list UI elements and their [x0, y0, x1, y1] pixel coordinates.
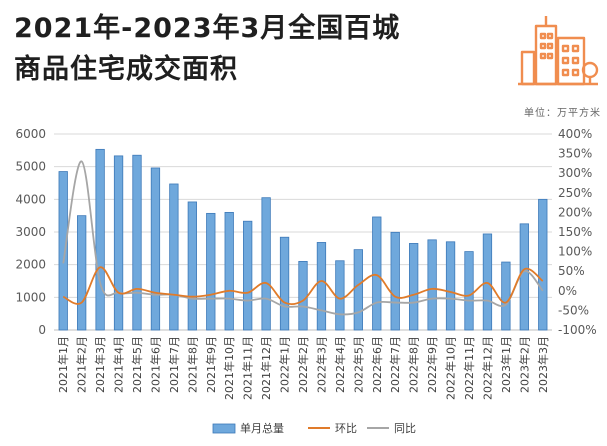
x-tick-label: 2022年11月 [462, 336, 476, 400]
bar [224, 211, 234, 331]
x-tick-label: 2022年6月 [370, 336, 384, 393]
y-left-tick-label: 0 [38, 323, 46, 337]
line-mom [62, 266, 544, 306]
bar [95, 148, 105, 331]
x-tick-label: 2023年1月 [499, 336, 513, 393]
y-right-tick-label: -50% [558, 303, 589, 317]
bar [187, 201, 197, 331]
y-left-tick-label: 6000 [15, 127, 46, 141]
x-tick-label: 2021年6月 [148, 336, 162, 393]
legend-label-bar: 单月总量 [240, 421, 284, 435]
x-tick-label: 2022年5月 [351, 336, 365, 393]
x-tick-label: 2022年2月 [296, 336, 310, 393]
y-right-tick-label: 0% [558, 284, 577, 298]
x-tick-label: 2023年3月 [536, 336, 550, 393]
bar [132, 154, 142, 331]
bar [58, 171, 68, 331]
y-left-tick-label: 1000 [15, 290, 46, 304]
x-tick-label: 2022年12月 [480, 336, 494, 400]
bar [445, 241, 456, 331]
bar [279, 236, 290, 331]
x-tick-label: 2021年10月 [222, 336, 236, 400]
bar [169, 183, 179, 331]
y-right-tick-label: 400% [558, 127, 592, 141]
x-tick-label: 2021年11月 [241, 336, 255, 400]
bar [261, 197, 271, 331]
y-right-tick-label: 100% [558, 245, 592, 259]
bar [353, 249, 363, 331]
bar [150, 167, 161, 331]
x-tick-label: 2022年1月 [278, 336, 292, 393]
y-left-tick-label: 4000 [15, 192, 46, 206]
x-tick-label: 2021年7月 [167, 336, 181, 393]
page-title: 2021年-2023年3月全国百城 [14, 13, 401, 44]
legend-label-mom: 环比 [335, 422, 357, 435]
x-tick-label: 2021年3月 [93, 336, 107, 393]
x-tick-label: 2022年9月 [425, 336, 439, 393]
bar [390, 231, 400, 331]
x-tick-label: 2022年4月 [333, 336, 347, 393]
bar [519, 223, 529, 331]
y-left-tick-label: 5000 [15, 160, 46, 174]
unit-label: 单位：万平方米 [524, 108, 601, 119]
bar [316, 242, 327, 331]
bar [464, 251, 474, 331]
y-right-tick-label: 350% [558, 147, 592, 161]
x-tick-label: 2021年8月 [185, 336, 199, 393]
y-right-tick-label: 50% [558, 264, 585, 278]
x-tick-label: 2021年5月 [130, 336, 144, 393]
bar [298, 260, 308, 331]
bar [501, 261, 511, 331]
bar [206, 212, 216, 331]
line-yoy [62, 160, 544, 316]
x-tick-label: 2021年9月 [204, 336, 218, 393]
bar [482, 233, 493, 331]
x-tick-label: 2022年3月 [314, 336, 328, 393]
y-right-tick-label: -100% [558, 323, 597, 337]
bar [372, 216, 382, 331]
x-tick-label: 2021年4月 [112, 336, 126, 393]
legend-label-yoy: 同比 [394, 422, 416, 435]
x-tick-label: 2022年7月 [388, 336, 402, 393]
x-tick-label: 2021年12月 [259, 336, 273, 400]
y-right-tick-label: 200% [558, 205, 592, 219]
y-right-tick-label: 300% [558, 166, 592, 180]
bar [113, 155, 124, 331]
city-buildings-icon [518, 16, 599, 86]
bar [538, 198, 548, 331]
bar [427, 239, 437, 331]
y-right-tick-label: 250% [558, 186, 592, 200]
bar [243, 220, 253, 331]
bar [77, 215, 87, 331]
x-tick-label: 2022年8月 [407, 336, 421, 393]
x-tick-label: 2022年10月 [444, 336, 458, 400]
bar [409, 243, 419, 331]
x-tick-label: 2021年1月 [56, 336, 70, 393]
y-left-tick-label: 2000 [15, 258, 46, 272]
y-left-tick-label: 3000 [15, 225, 46, 239]
page-subtitle: 商品住宅成交面积 [14, 54, 238, 85]
legend-swatch-bar [212, 423, 236, 434]
x-tick-label: 2023年2月 [517, 336, 531, 393]
y-right-tick-label: 150% [558, 225, 592, 239]
x-tick-label: 2021年2月 [75, 336, 89, 393]
bar [335, 260, 345, 331]
